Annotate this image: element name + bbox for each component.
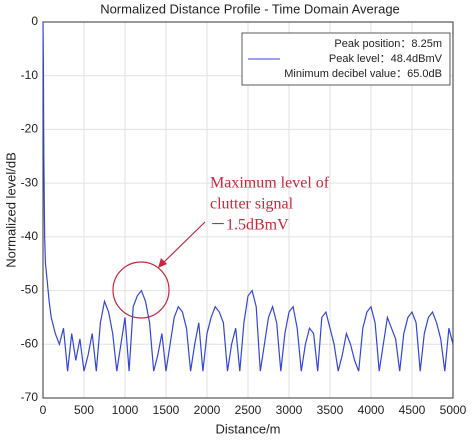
- chart-title: Normalized Distance Profile - Time Domai…: [100, 1, 400, 16]
- x-tick-label: 4000: [358, 403, 385, 417]
- annotation: Maximum level of: [210, 175, 330, 192]
- y-tick-label: 0: [31, 14, 38, 28]
- y-tick-label: -40: [21, 229, 39, 243]
- y-tick-label: -70: [21, 390, 39, 404]
- legend-note: Peak position：8.25m: [334, 38, 442, 50]
- x-tick-label: 0: [40, 403, 47, 417]
- x-tick-label: 500: [74, 403, 94, 417]
- x-tick-label: 5000: [440, 403, 467, 417]
- legend-note: Minimum decibel value：65.0dB: [284, 68, 442, 80]
- x-tick-label: 2500: [235, 403, 262, 417]
- x-tick-label: 1500: [153, 403, 180, 417]
- y-tick-label: -30: [21, 175, 39, 189]
- x-tick-label: 2000: [194, 403, 221, 417]
- legend-entry: Peak level：48.4dBmV: [329, 53, 443, 65]
- y-axis-label: Normalized level/dB: [3, 152, 18, 268]
- x-axis-label: Distance/m: [215, 421, 280, 436]
- y-tick-label: -20: [21, 122, 39, 136]
- highlight-circle: [112, 261, 170, 319]
- plot-frame: [42, 21, 454, 399]
- y-tick-label: -50: [21, 283, 39, 297]
- data-line: [42, 21, 454, 372]
- annotation-arrow: [161, 221, 206, 265]
- arrow-head: [158, 258, 167, 268]
- x-tick-label: 3500: [317, 403, 344, 417]
- x-tick-label: 4500: [399, 403, 426, 417]
- x-tick-label: 1000: [112, 403, 139, 417]
- annotation: －1.5dBmV: [210, 217, 289, 234]
- y-tick-label: -10: [21, 68, 39, 82]
- x-tick-label: 3000: [276, 403, 303, 417]
- y-tick-label: -60: [21, 336, 39, 350]
- annotation: clutter signal: [210, 196, 294, 213]
